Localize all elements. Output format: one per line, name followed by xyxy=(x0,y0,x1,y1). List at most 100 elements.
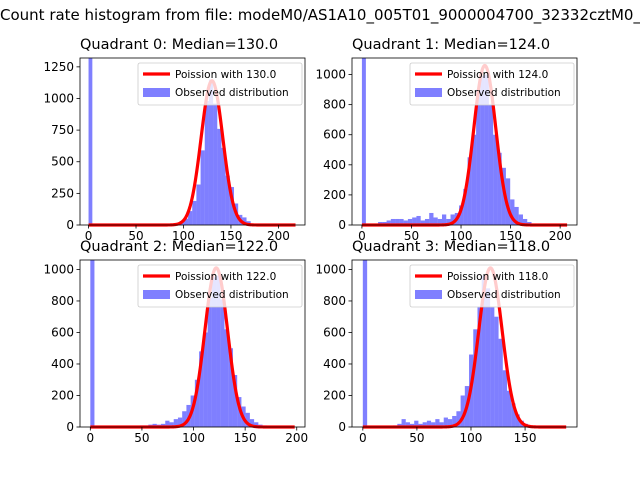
histogram-bar xyxy=(199,351,204,427)
subplot-title: Quadrant 2: Median=122.0 xyxy=(80,239,278,255)
histogram-bar xyxy=(90,260,95,427)
plot-area: 0 50 100 150 200 0 200 400 600 800 1000 Poission wi… xyxy=(315,57,578,243)
histogram-bar xyxy=(511,403,516,427)
histogram-bar xyxy=(188,211,193,225)
histogram-bar xyxy=(177,417,183,427)
histogram-bar xyxy=(182,411,187,427)
histogram-bar xyxy=(463,188,468,225)
histogram-bar xyxy=(426,420,432,427)
histogram-bar xyxy=(196,184,201,225)
histogram-bar xyxy=(485,288,491,427)
y-tick-label: 0 xyxy=(66,420,74,434)
histogram-bar xyxy=(169,422,174,427)
histogram-bar xyxy=(386,220,391,225)
y-tick-label: 0 xyxy=(66,218,74,232)
histogram-bar xyxy=(443,417,448,427)
histogram-bar xyxy=(229,187,234,225)
histogram-bar xyxy=(362,260,368,427)
legend-box xyxy=(137,62,303,106)
histogram-bar xyxy=(412,217,417,225)
x-tick-label: 0 xyxy=(85,229,93,243)
legend-fit-label: Poission with 130.0 xyxy=(175,69,276,81)
x-tick-label: 150 xyxy=(514,431,537,445)
histogram-bar xyxy=(173,419,178,427)
plot-area: 0 50 100 150 200 0 250 500 750 1000 1250 Poission w… xyxy=(43,57,306,243)
legend-hist-label: Observed distribution xyxy=(175,87,289,99)
histogram-bar xyxy=(498,338,503,427)
x-tick-label: 150 xyxy=(234,431,257,445)
legend-fit-label: Poission with 124.0 xyxy=(447,69,548,81)
x-tick-label: 200 xyxy=(285,431,308,445)
legend-hist-label: Observed distribution xyxy=(175,289,289,301)
histogram-bar xyxy=(213,103,218,225)
y-tick-label: 400 xyxy=(51,357,74,371)
histogram-bar xyxy=(395,218,400,225)
histogram-bar xyxy=(254,422,259,427)
histogram-bar xyxy=(490,307,495,427)
histogram-bar xyxy=(407,218,413,225)
histogram-bar xyxy=(403,220,408,225)
histogram-bar xyxy=(217,128,222,225)
legend-hist-swatch xyxy=(415,290,442,299)
histogram-bar xyxy=(249,419,255,427)
figure-suptitle: Count rate histogram from file: modeM0/A… xyxy=(0,6,640,24)
x-tick-label: 100 xyxy=(460,431,483,445)
y-tick-label: 1250 xyxy=(43,60,74,74)
histogram-bar xyxy=(245,412,250,427)
plot-area: 0 50 100 150 0 200 400 600 800 1000 Poission with … xyxy=(315,259,578,445)
histogram-bar xyxy=(446,218,451,225)
legend-fit-label: Poission with 118.0 xyxy=(447,271,548,283)
y-tick-label: 800 xyxy=(323,98,346,112)
histogram-bar xyxy=(522,218,528,225)
histogram-bar xyxy=(194,379,200,427)
y-tick-label: 200 xyxy=(323,188,346,202)
histogram xyxy=(88,58,255,226)
y-tick-label: 200 xyxy=(323,388,346,402)
legend: Poission with 118.0 Observed distribution xyxy=(409,264,575,308)
histogram-bar xyxy=(416,215,421,225)
histogram-bar xyxy=(507,390,512,427)
y-tick-label: 0 xyxy=(338,218,346,232)
legend: Poission with 122.0 Observed distribution xyxy=(137,264,303,308)
axes-frame xyxy=(79,259,306,428)
histogram-bar xyxy=(420,220,425,225)
histogram-bar xyxy=(216,275,221,427)
histogram-bar xyxy=(200,150,205,225)
y-tick-label: 1000 xyxy=(43,91,74,105)
x-tick-label: 100 xyxy=(450,229,473,243)
histogram-bar xyxy=(204,101,209,225)
legend-hist-swatch xyxy=(143,88,170,97)
histogram-bar xyxy=(399,218,404,225)
histogram-bar xyxy=(460,395,465,427)
y-tick-label: 600 xyxy=(323,128,346,142)
y-tick-label: 600 xyxy=(51,325,74,339)
histogram-bar xyxy=(473,329,478,427)
x-tick-label: 200 xyxy=(549,229,572,243)
histogram-bar xyxy=(493,134,498,225)
histogram-bar xyxy=(439,422,444,427)
histogram-bar xyxy=(208,79,214,226)
y-tick-label: 600 xyxy=(323,325,346,339)
histogram-bar xyxy=(165,420,170,427)
histogram-bar xyxy=(401,419,406,427)
histogram-bar xyxy=(424,218,430,225)
histogram-bar xyxy=(518,214,523,225)
histogram-bar xyxy=(390,218,396,225)
histogram-bar xyxy=(502,370,508,427)
histogram-bar xyxy=(505,178,511,225)
x-tick-label: 50 xyxy=(128,229,143,243)
histogram-bar xyxy=(456,411,461,427)
histogram-bar xyxy=(224,329,229,427)
histogram-bar xyxy=(514,206,519,225)
subplot-title: Quadrant 3: Median=118.0 xyxy=(352,239,550,255)
histogram-bar xyxy=(232,375,238,427)
legend-hist-label: Observed distribution xyxy=(447,289,561,301)
x-tick-label: 100 xyxy=(182,431,205,445)
histogram-bar xyxy=(442,214,447,225)
histogram-bar xyxy=(510,199,515,225)
axes-frame xyxy=(351,57,578,226)
subplot-quadrant-1: Quadrant 1: Median=124.0 0 50 100 150 200 0 20… xyxy=(315,37,578,243)
histogram-bar xyxy=(471,134,477,225)
histogram-bar xyxy=(497,152,502,225)
histogram-bar xyxy=(476,89,481,225)
